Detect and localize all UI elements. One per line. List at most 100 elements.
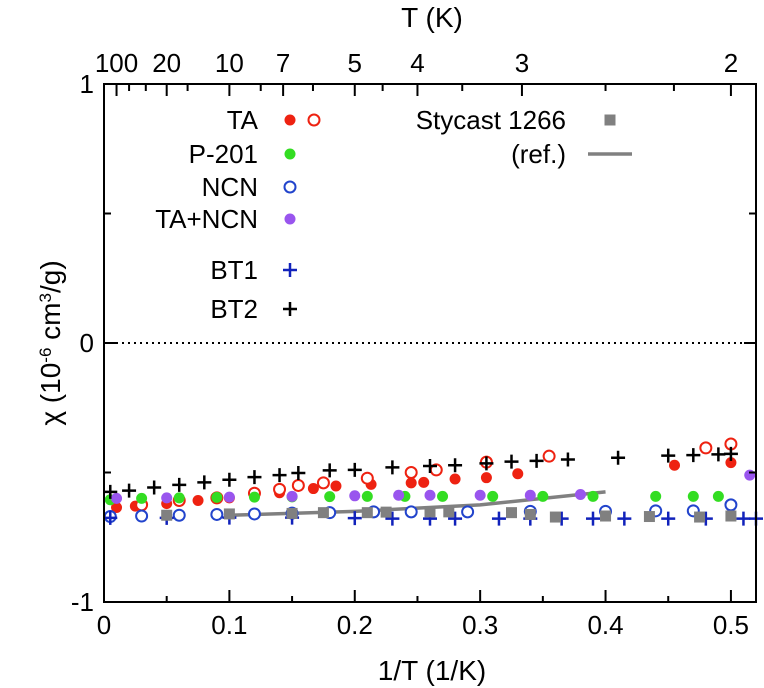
y-tick-label: 0 (80, 328, 94, 358)
point-bt2 (560, 452, 575, 467)
point-bt2 (147, 480, 162, 495)
y-tick-label: 1 (80, 69, 94, 99)
x-tick-label: 0 (97, 610, 111, 640)
point-bt2 (122, 483, 137, 498)
top-tick-label: 20 (152, 48, 181, 78)
point-bt2 (504, 454, 519, 469)
point-bt2 (611, 450, 626, 465)
y-axis-title: χ (10-6 cm3/g) (35, 260, 66, 425)
point-ta-open (542, 449, 556, 463)
point-stycast-1266 (694, 511, 706, 523)
x-tick-label: 0.2 (337, 610, 373, 640)
point-bt1 (347, 511, 362, 526)
point-stycast-1266 (506, 507, 517, 519)
point-bt2 (222, 472, 237, 487)
point-p-201 (712, 490, 724, 502)
top-tick-label: 3 (515, 48, 529, 78)
point-ta (725, 457, 737, 469)
point-bt1 (661, 511, 676, 526)
point-ta-open (699, 441, 713, 455)
point-p-201 (437, 490, 449, 502)
point-bt1 (617, 511, 632, 526)
point-ta (418, 476, 430, 488)
point-stycast-1266 (524, 508, 536, 520)
point-bt2 (291, 466, 306, 481)
point-stycast-1266 (424, 506, 436, 518)
point-ta-ncn (744, 469, 756, 481)
point-bt2 (385, 460, 400, 475)
point-bt2 (247, 470, 262, 485)
point-ta-ncn (574, 489, 586, 501)
point-p-201 (361, 490, 373, 502)
legend-marker-ta (284, 114, 296, 126)
point-ta-ncn (524, 489, 536, 501)
top-axis-title: T (K) (401, 2, 463, 33)
point-bt1 (491, 511, 506, 526)
point-ta-ncn (111, 492, 123, 504)
point-ta (480, 472, 492, 484)
point-bt1 (385, 511, 400, 526)
point-stycast-1266 (286, 507, 298, 519)
legend-marker-p-201 (284, 148, 296, 160)
point-stycast-1266 (725, 510, 737, 522)
point-ta (111, 501, 123, 513)
point-stycast-1266 (600, 510, 612, 522)
x-tick-label: 0.1 (211, 610, 247, 640)
point-p-201 (650, 490, 662, 502)
point-ta-ncn (349, 490, 361, 502)
x-axis-title: 1/T (1/K) (378, 655, 486, 686)
point-ta (512, 468, 524, 480)
legend-marker-stycast-1266 (604, 114, 616, 126)
point-ta-open (404, 466, 418, 479)
point-stycast-1266 (549, 511, 561, 523)
point-bt1 (586, 511, 600, 526)
point-stycast-1266 (361, 507, 373, 519)
point-bt2 (711, 447, 726, 462)
point-p-201 (587, 490, 599, 502)
point-bt2 (661, 448, 676, 463)
point-ta-ncn (474, 489, 486, 501)
point-ta (405, 477, 417, 489)
point-ta-open (291, 478, 305, 492)
legend-marker-bt2 (283, 302, 297, 316)
point-bt2 (686, 448, 701, 463)
point-ta (192, 494, 204, 506)
point-bt2 (322, 463, 337, 478)
top-tick-label: 4 (410, 48, 424, 78)
point-p-201 (687, 490, 699, 502)
legend-label-ta-ncn: TA+NCN (155, 204, 258, 234)
point-ta-open (316, 476, 330, 490)
legend-marker-bt1 (283, 263, 297, 277)
point-bt2 (448, 458, 463, 473)
x-tick-label: 0.3 (462, 610, 498, 640)
legend-marker-ncn (283, 180, 297, 194)
point-stycast-1266 (380, 506, 392, 518)
y-tick-label: -1 (71, 587, 94, 617)
point-bt1 (103, 510, 118, 525)
point-ncn (210, 507, 224, 521)
point-ta-open (273, 482, 287, 496)
point-p-201 (173, 492, 185, 504)
point-stycast-1266 (223, 508, 235, 520)
point-ta (307, 483, 319, 495)
top-tick-label: 10 (215, 48, 244, 78)
point-bt2 (103, 484, 118, 499)
legend-label-bt2: BT2 (210, 294, 258, 324)
point-ta (669, 459, 680, 471)
legend-label-ta: TA (227, 105, 259, 135)
top-tick-label: 5 (348, 48, 362, 78)
point-ta-open (360, 471, 374, 485)
legend-label-p-201: P-201 (189, 139, 258, 169)
point-bt2 (347, 462, 362, 477)
x-tick-label: 0.5 (713, 610, 749, 640)
point-p-201 (487, 490, 499, 502)
point-bt2 (272, 468, 287, 483)
x-tick-label: 0.4 (587, 610, 623, 640)
point-bt2 (197, 475, 212, 490)
legend-label-bt1: BT1 (210, 255, 258, 285)
point-stycast-1266 (643, 511, 655, 523)
point-ncn (461, 505, 475, 519)
point-p-201 (324, 491, 336, 503)
